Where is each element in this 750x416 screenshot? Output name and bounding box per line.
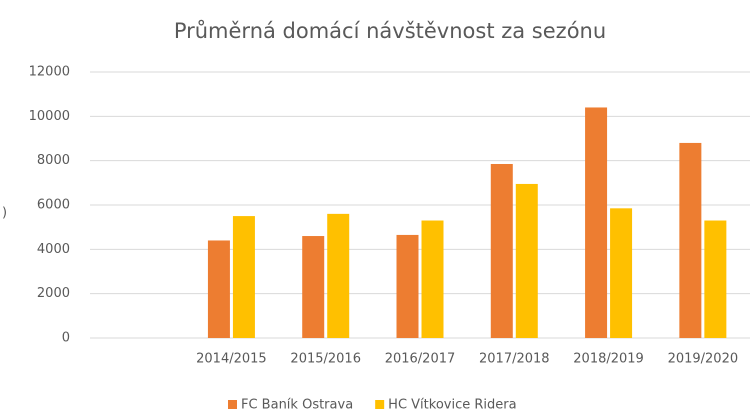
bar: [232, 216, 255, 338]
y-tick-label: 8000: [37, 153, 70, 168]
x-tick-label: 2015/2016: [290, 352, 361, 367]
x-tick-label: 2019/2020: [668, 352, 739, 367]
y-tick-label: 12000: [29, 65, 70, 80]
y-tick-label: 0: [62, 331, 70, 346]
bar: [490, 163, 513, 338]
bar: [679, 142, 702, 338]
y-tick-label: 10000: [29, 109, 70, 124]
bar: [610, 208, 633, 338]
y-tick-label: 4000: [37, 242, 70, 257]
legend-label: FC Baník Ostrava: [241, 398, 353, 413]
legend-swatch: [228, 400, 237, 409]
chart-title: Průměrná domácí návštěvnost za sezónu: [174, 19, 606, 43]
y-tick-label: 2000: [37, 286, 70, 301]
bar: [421, 220, 444, 338]
legend-label: HC Vítkovice Ridera: [388, 398, 516, 413]
bar: [585, 107, 608, 338]
x-tick-label: 2016/2017: [385, 352, 456, 367]
y-tick-label: 6000: [37, 198, 70, 213]
y-axis-label: ): [2, 206, 7, 221]
x-tick-label: 2017/2018: [479, 352, 550, 367]
bar: [302, 236, 325, 338]
bar: [704, 220, 727, 338]
x-tick-label: 2018/2019: [573, 352, 644, 367]
x-tick-label: 2014/2015: [196, 352, 267, 367]
legend-swatch: [375, 400, 385, 409]
bar: [327, 213, 350, 338]
bar: [515, 183, 538, 338]
bar: [396, 234, 419, 338]
bar: [207, 240, 230, 338]
